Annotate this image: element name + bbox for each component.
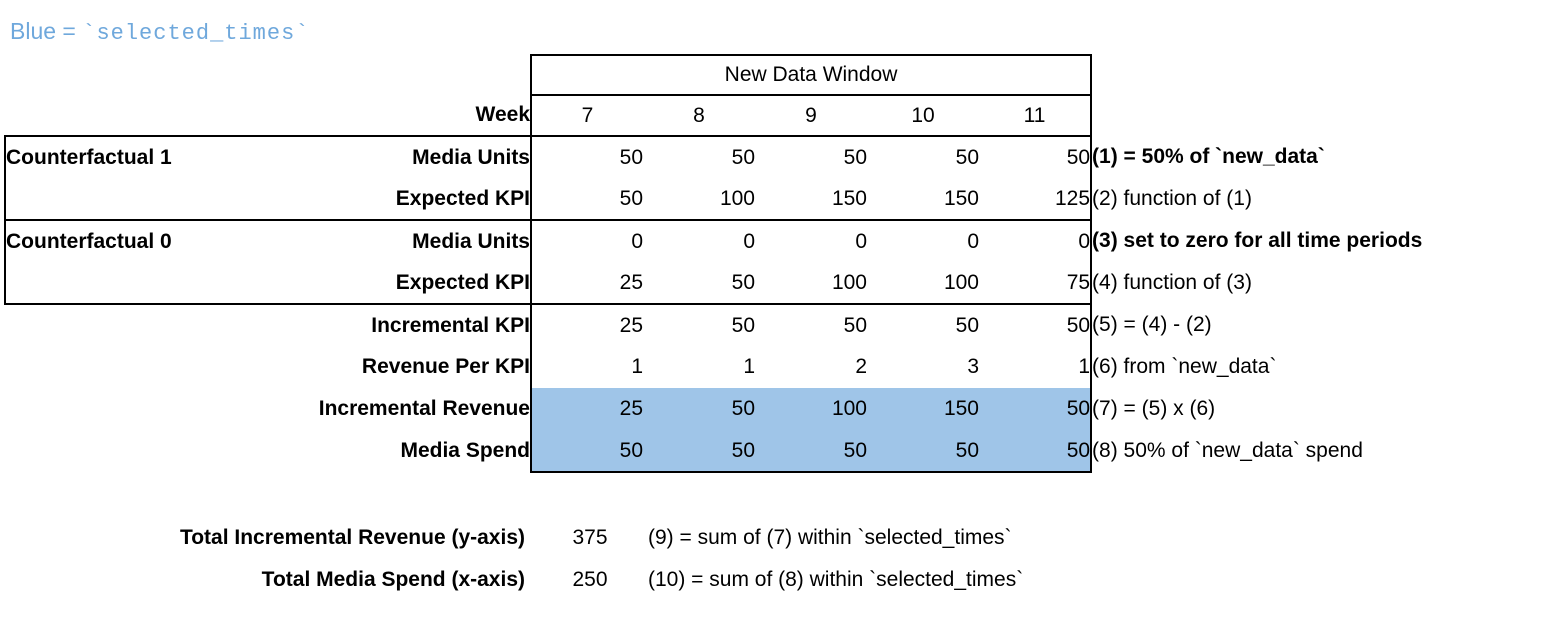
cell-value: 75 xyxy=(979,262,1093,305)
cell-value: 150 xyxy=(755,178,867,221)
row-label: Revenue Per KPI xyxy=(361,355,530,378)
cell-value-highlighted: 50 xyxy=(979,430,1093,473)
spacer-cell xyxy=(5,430,301,472)
cell-value: 50 xyxy=(731,313,755,337)
cell-value-highlighted: 25 xyxy=(530,388,643,430)
annotation-3: (3) set to zero for all time periods xyxy=(1092,229,1423,252)
group-label-counterfactual-0: Counterfactual 0 xyxy=(4,220,301,262)
cell-value: 1 xyxy=(530,346,643,388)
annotation-8: (8) 50% of `new_data` spend xyxy=(1092,439,1363,462)
cell-value: 50 xyxy=(955,313,979,337)
spacer-cell xyxy=(4,262,301,305)
total-media-spend-label: Total Media Spend (x-axis) xyxy=(261,568,525,591)
cell-value: 1 xyxy=(979,346,1093,388)
counterfactual-table: New Data Window Week 7 8 9 10 11 Counter… xyxy=(4,54,1542,473)
week-9: 9 xyxy=(755,95,867,137)
table-row-media-spend: Media Spend 50 50 50 50 50 (8) 50% of `n… xyxy=(5,430,1541,473)
cell-value: 50 xyxy=(843,313,867,337)
spacer-cell xyxy=(5,95,301,136)
blue-legend-prefix: Blue = xyxy=(10,18,83,44)
table-row-cf0-expected-kpi: Expected KPI 25 50 100 100 75 (4) functi… xyxy=(4,262,1541,305)
annotation-2: (2) function of (1) xyxy=(1092,187,1252,210)
table-row-cf1-media-units: Counterfactual 1 Media Units 50 50 50 50… xyxy=(4,135,1541,178)
cell-value-highlighted: 50 xyxy=(643,430,755,473)
group-label-counterfactual-1: Counterfactual 1 xyxy=(4,135,301,178)
cell-value: 25 xyxy=(530,304,643,346)
cell-value: 50 xyxy=(530,135,643,178)
cell-value: 50 xyxy=(643,262,755,305)
blue-legend-code: `selected_times` xyxy=(82,21,310,46)
cell-value: 50 xyxy=(755,135,867,178)
cell-value-highlighted: 100 xyxy=(755,388,867,430)
total-media-spend-value: 250 xyxy=(572,568,608,591)
cell-value: 125 xyxy=(979,178,1093,221)
week-7: 7 xyxy=(530,95,643,137)
annotation-4: (4) function of (3) xyxy=(1092,271,1252,294)
spacer-cell xyxy=(1091,95,1541,136)
cell-value-highlighted: 50 xyxy=(867,430,979,473)
cell-value: 0 xyxy=(855,229,867,253)
annotation-1: (1) = 50% of `new_data` xyxy=(1092,145,1325,168)
week-11: 11 xyxy=(979,95,1093,137)
cell-value-highlighted: 50 xyxy=(643,388,755,430)
annotation-7: (7) = (5) x (6) xyxy=(1092,397,1216,420)
cell-value: 50 xyxy=(643,135,755,178)
total-incremental-revenue-label: Total Incremental Revenue (y-axis) xyxy=(179,526,525,549)
week-10: 10 xyxy=(867,95,979,137)
row-label: Expected KPI xyxy=(301,178,531,221)
blue-legend: Blue = `selected_times` xyxy=(10,18,309,46)
cell-value: 50 xyxy=(979,135,1093,178)
spacer-cell xyxy=(5,304,301,346)
table-row-week: Week 7 8 9 10 11 xyxy=(5,95,1541,137)
annotation-6: (6) from `new_data` xyxy=(1092,355,1277,378)
row-label: Incremental KPI xyxy=(371,313,530,337)
cell-value: 1 xyxy=(743,355,755,378)
table-row-incremental-kpi: Incremental KPI 25 50 50 50 50 (5) = (4)… xyxy=(5,304,1541,346)
table-row-cf1-expected-kpi: Expected KPI 50 100 150 150 125 (2) func… xyxy=(4,178,1541,221)
annotation-10: (10) = sum of (8) within `selected_times… xyxy=(648,568,1024,591)
new-data-window-header: New Data Window xyxy=(529,54,1093,96)
table-row-revenue-per-kpi: Revenue Per KPI 1 1 2 3 1 (6) from `new_… xyxy=(5,346,1541,388)
row-label: Media Units xyxy=(412,229,530,253)
cell-value: 0 xyxy=(530,220,643,262)
week-8: 8 xyxy=(643,95,755,137)
cell-value: 100 xyxy=(755,262,867,305)
row-label: Expected KPI xyxy=(301,262,531,305)
spacer-cell xyxy=(5,346,301,388)
cell-value-highlighted: 50 xyxy=(755,430,867,473)
spacer-cell xyxy=(5,55,531,95)
cell-value-highlighted: 50 xyxy=(530,430,643,473)
annotation-5: (5) = (4) - (2) xyxy=(1092,313,1212,336)
week-label: Week xyxy=(475,103,530,126)
cell-value: 0 xyxy=(967,229,979,253)
row-label: Media Units xyxy=(301,135,531,178)
spacer-cell xyxy=(1091,55,1541,95)
spacer-cell xyxy=(5,388,301,430)
cell-value: 150 xyxy=(867,178,979,221)
row-label: Incremental Revenue xyxy=(318,397,530,420)
cell-value-highlighted: 50 xyxy=(979,388,1093,430)
cell-value: 50 xyxy=(867,135,979,178)
cell-value: 50 xyxy=(979,304,1093,346)
annotation-9: (9) = sum of (7) within `selected_times` xyxy=(648,526,1012,549)
table-row-cf0-media-units: Counterfactual 0 Media Units 0 0 0 0 0 (… xyxy=(4,220,1541,262)
cell-value: 2 xyxy=(855,355,867,378)
spacer-cell xyxy=(4,178,301,221)
total-incremental-revenue-value: 375 xyxy=(572,526,608,549)
cell-value: 100 xyxy=(643,178,755,221)
cell-value-highlighted: 150 xyxy=(867,388,979,430)
row-label: Media Spend xyxy=(400,439,530,462)
cell-value: 3 xyxy=(967,355,979,378)
cell-value: 50 xyxy=(530,178,643,221)
cell-value: 100 xyxy=(867,262,979,305)
cell-value: 0 xyxy=(743,229,755,253)
table-row-incremental-revenue: Incremental Revenue 25 50 100 150 50 (7)… xyxy=(5,388,1541,430)
cell-value: 0 xyxy=(979,220,1093,262)
table-row-window-header: New Data Window xyxy=(5,54,1541,96)
cell-value: 25 xyxy=(530,262,643,305)
